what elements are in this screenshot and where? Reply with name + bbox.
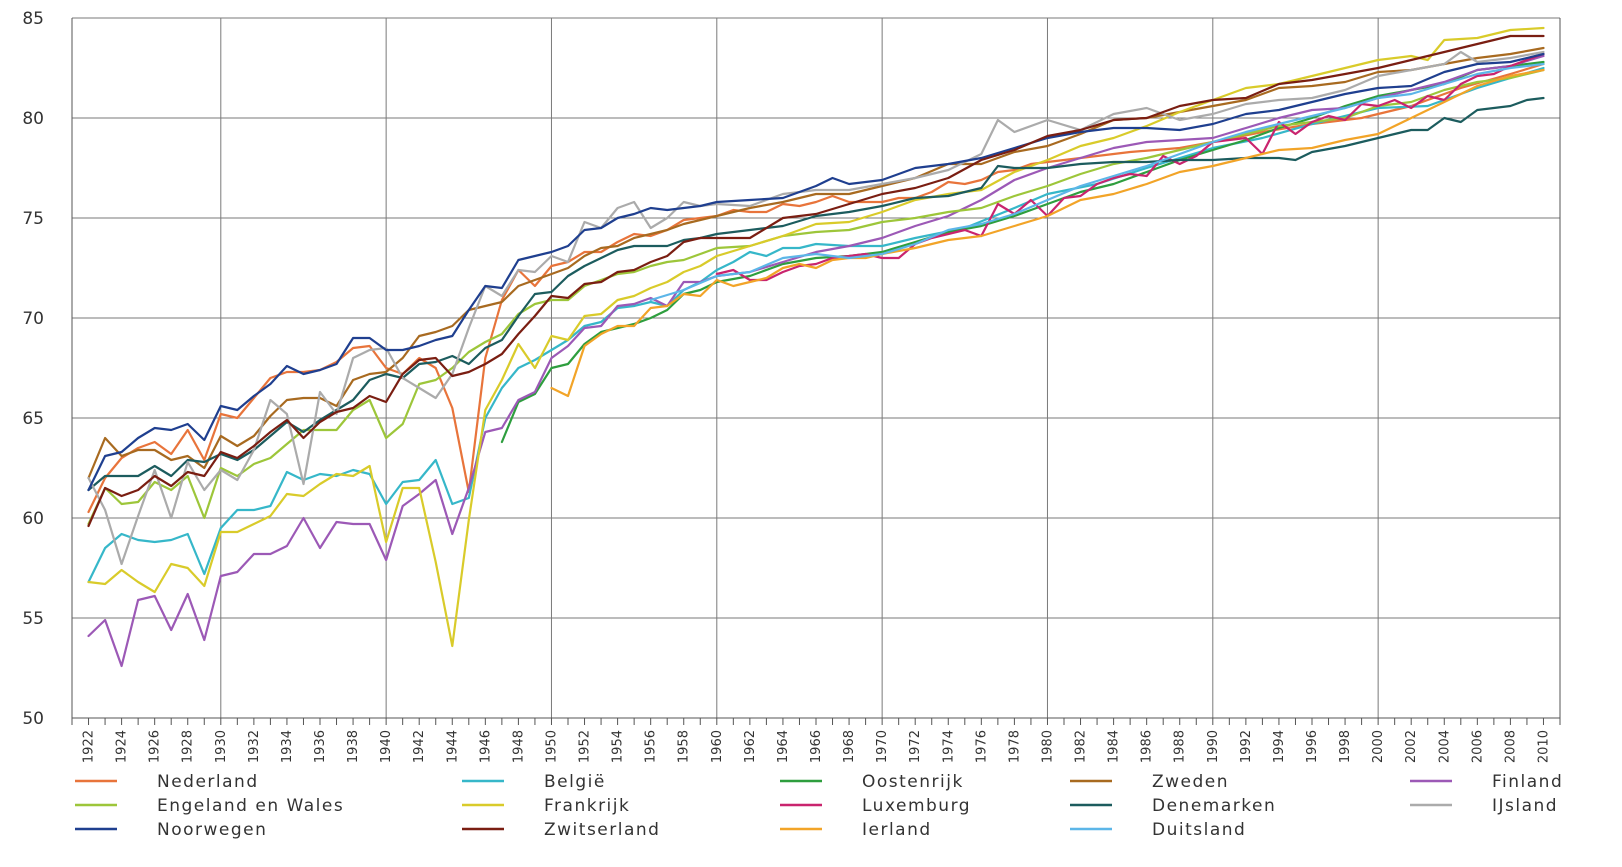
legend-label: Nederland — [157, 772, 259, 792]
x-axis-tick-labels: 1922 1924 1926 1928 1930 1932 1934 1936 1938 1940… — [82, 730, 1552, 763]
legend-label: Ierland — [862, 820, 932, 840]
series-line-ijsland — [87, 50, 1545, 566]
grid-lines — [72, 17, 1560, 719]
x-tick-label: 1960 — [710, 730, 725, 763]
x-tick-label: 1948 — [511, 730, 526, 763]
x-tick-label: 1968 — [842, 730, 857, 763]
x-tick-label: 1994 — [1272, 730, 1287, 763]
x-tick-label: 1930 — [214, 730, 229, 763]
x-tick-label: 1942 — [412, 730, 427, 763]
x-tick-label: 1988 — [1173, 730, 1188, 763]
y-tick-label: 50 — [22, 709, 44, 729]
x-tick-label: 1974 — [941, 730, 956, 763]
legend-label: Finland — [1492, 772, 1563, 792]
x-tick-label: 2000 — [1371, 730, 1386, 763]
x-tick-label: 1996 — [1305, 730, 1320, 763]
x-tick-label: 2006 — [1470, 730, 1485, 763]
axes — [71, 18, 1561, 725]
series-line-frankrijk — [87, 26, 1545, 648]
x-tick-label: 1934 — [280, 730, 295, 763]
x-tick-label: 1982 — [1074, 730, 1089, 763]
x-tick-label: 1980 — [1040, 730, 1055, 763]
y-tick-label: 80 — [22, 109, 44, 129]
series-line-nederland — [87, 62, 1545, 514]
x-tick-label: 1992 — [1239, 730, 1254, 763]
x-tick-label: 1922 — [82, 730, 97, 763]
x-tick-label: 1936 — [313, 730, 328, 763]
legend-label: Zwitserland — [544, 820, 660, 840]
x-tick-label: 1964 — [776, 730, 791, 763]
x-tick-label: 1926 — [148, 730, 163, 763]
legend-label: IJsland — [1492, 796, 1558, 816]
x-tick-label: 1998 — [1338, 730, 1353, 763]
x-tick-label: 1972 — [908, 730, 923, 763]
x-tick-label: 2004 — [1437, 730, 1452, 763]
x-tick-label: 1944 — [445, 730, 460, 763]
x-tick-label: 2010 — [1536, 730, 1551, 763]
x-tick-label: 1938 — [346, 730, 361, 763]
legend: Nederland België Oostenrijk Zweden Finland En… — [75, 772, 1563, 840]
series-line-belgië — [87, 66, 1545, 584]
x-tick-label: 1952 — [578, 730, 593, 763]
x-tick-label: 1956 — [644, 730, 659, 763]
series-line-finland — [87, 54, 1545, 668]
legend-label: Oostenrijk — [862, 772, 964, 792]
x-tick-label: 1970 — [875, 730, 890, 763]
legend-label: Denemarken — [1152, 796, 1276, 816]
x-tick-label: 1950 — [544, 730, 559, 763]
x-tick-label: 1946 — [478, 730, 493, 763]
x-tick-label: 1986 — [1140, 730, 1155, 763]
y-tick-label: 55 — [22, 609, 44, 629]
x-tick-label: 1932 — [247, 730, 262, 763]
y-tick-label: 75 — [22, 209, 44, 229]
x-tick-label: 2002 — [1404, 730, 1419, 763]
legend-label: België — [544, 772, 606, 792]
legend-label: Engeland en Wales — [157, 796, 344, 816]
series-line-noorwegen — [87, 52, 1545, 492]
series-line-zwitserland — [87, 34, 1545, 528]
x-tick-label: 1978 — [1007, 730, 1022, 763]
y-tick-label: 60 — [22, 509, 44, 529]
x-tick-label: 1962 — [743, 730, 758, 763]
series-line-duitsland — [649, 62, 1545, 302]
legend-label: Noorwegen — [157, 820, 267, 840]
x-tick-label: 1954 — [611, 730, 626, 763]
x-tick-label: 1966 — [809, 730, 824, 763]
x-tick-label: 1984 — [1107, 730, 1122, 763]
series-line-luxemburg — [715, 52, 1545, 282]
x-tick-label: 1976 — [974, 730, 989, 763]
legend-label: Frankrijk — [544, 796, 630, 816]
x-tick-label: 1940 — [379, 730, 394, 763]
legend-label: Luxemburg — [862, 796, 971, 816]
legend-label: Duitsland — [1152, 820, 1246, 840]
y-tick-label: 85 — [22, 9, 44, 29]
series-line-denemarken — [87, 96, 1545, 492]
x-tick-label: 2008 — [1503, 730, 1518, 763]
x-tick-label: 1958 — [677, 730, 692, 763]
y-tick-label: 65 — [22, 409, 44, 429]
series-line-oostenrijk — [500, 60, 1545, 444]
series-line-engeland-en-wales — [87, 68, 1545, 526]
x-tick-label: 1990 — [1206, 730, 1221, 763]
y-tick-label: 70 — [22, 309, 44, 329]
x-tick-label: 1924 — [115, 730, 130, 763]
x-tick-label: 1928 — [181, 730, 196, 763]
legend-label: Zweden — [1152, 772, 1229, 792]
y-axis-tick-labels: 50 55 60 65 70 75 80 85 — [22, 9, 44, 729]
series-lines — [87, 26, 1545, 668]
